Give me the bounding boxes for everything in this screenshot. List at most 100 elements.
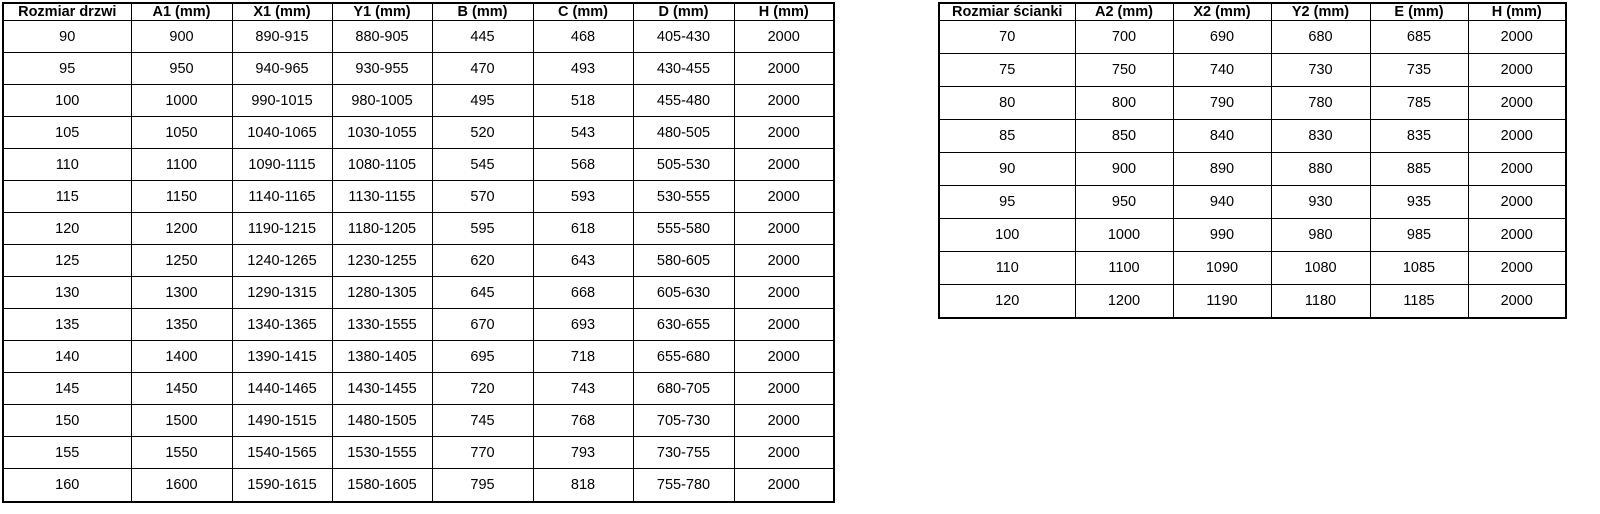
table-cell: 940	[1172, 184, 1272, 219]
table-cell: 750	[1074, 52, 1174, 87]
table-cell: 1085	[1369, 250, 1469, 285]
table-cell: 985	[1369, 217, 1469, 252]
table-cell: 980-1005	[331, 84, 433, 118]
table-cell: 2000	[733, 340, 835, 374]
table-cell: 670	[431, 308, 534, 342]
table-cell: 1190	[1172, 283, 1272, 319]
table-cell: 90	[938, 151, 1076, 186]
table-cell: 95	[938, 184, 1076, 219]
table-cell: 1380-1405	[331, 340, 433, 374]
table-cell: 580-605	[632, 244, 735, 278]
table-cell: 518	[532, 84, 634, 118]
table-cell: 595	[431, 212, 534, 246]
table-cell: 480-505	[632, 116, 735, 150]
table-cell: 160	[2, 468, 132, 503]
table-cell: 730	[1270, 52, 1371, 87]
table-cell: 2000	[1467, 118, 1567, 153]
table-cell: 1190-1215	[231, 212, 333, 246]
table-cell: 2000	[1467, 151, 1567, 186]
table-cell: 2000	[733, 436, 835, 470]
table-cell: 140	[2, 340, 132, 374]
table-cell: 430-455	[632, 52, 735, 86]
table-cell: 1000	[1074, 217, 1174, 252]
table-cell: 1390-1415	[231, 340, 333, 374]
table-cell: 1230-1255	[331, 244, 433, 278]
table-cell: 100	[938, 217, 1076, 252]
table-cell: 785	[1369, 85, 1469, 120]
header-row: Rozmiar drzwi A1 (mm) X1 (mm) Y1 (mm) B (mm)…	[2, 2, 835, 21]
table-cell: 520	[431, 116, 534, 150]
table-cell: 468	[532, 19, 634, 54]
table-cell: 990-1015	[231, 84, 333, 118]
table-row: 155 1550 1540-1565 1530-1555 770 793 730-755 20…	[2, 436, 835, 470]
table-cell: 1400	[130, 340, 233, 374]
table-cell: 818	[532, 468, 634, 503]
table-row: 90 900 890 880 885 2000	[938, 151, 1567, 186]
table-cell: 1250	[130, 244, 233, 278]
table-cell: 505-530	[632, 148, 735, 182]
table-cell: 1490-1515	[231, 404, 333, 438]
table-cell: 2000	[1467, 283, 1567, 319]
table-cell: 470	[431, 52, 534, 86]
table-cell: 80	[938, 85, 1076, 120]
table-cell: 1100	[130, 148, 233, 182]
table-cell: 940-965	[231, 52, 333, 86]
table-cell: 115	[2, 180, 132, 214]
table-cell: 1130-1155	[331, 180, 433, 214]
header-row: Rozmiar ścianki A2 (mm) X2 (mm) Y2 (mm) E (m…	[938, 2, 1567, 21]
table-row: 75 750 740 730 735 2000	[938, 52, 1567, 87]
table-row: 100 1000 990-1015 980-1005 495 518 455-480 2000	[2, 84, 835, 118]
table-cell: 1090-1115	[231, 148, 333, 182]
table-cell: 495	[431, 84, 534, 118]
table-row: 110 1100 1090-1115 1080-1105 545 568 505-530 20…	[2, 148, 835, 182]
table-row: 115 1150 1140-1165 1130-1155 570 593 530-555 20…	[2, 180, 835, 214]
table-cell: 2000	[1467, 184, 1567, 219]
table-cell: 1180-1205	[331, 212, 433, 246]
table-cell: 840	[1172, 118, 1272, 153]
table-cell: 1280-1305	[331, 276, 433, 310]
table-cell: 930	[1270, 184, 1371, 219]
column-header: A2 (mm)	[1074, 2, 1174, 21]
table-cell: 700	[1074, 20, 1174, 54]
table-cell: 555-580	[632, 212, 735, 246]
table-row: 70 700 690 680 685 2000	[938, 20, 1567, 54]
table-row: 95 950 940 930 935 2000	[938, 184, 1567, 219]
table-cell: 110	[2, 148, 132, 182]
table-cell: 835	[1369, 118, 1469, 153]
column-header: B (mm)	[431, 2, 534, 21]
table-cell: 1080	[1270, 250, 1371, 285]
table-cell: 793	[532, 436, 634, 470]
table-cell: 1240-1265	[231, 244, 333, 278]
column-header: H (mm)	[733, 2, 835, 21]
table-cell: 2000	[1467, 52, 1567, 87]
table-cell: 2000	[733, 404, 835, 438]
column-header: H (mm)	[1467, 2, 1567, 21]
table-cell: 2000	[733, 308, 835, 342]
table-cell: 880	[1270, 151, 1371, 186]
column-header: Y2 (mm)	[1270, 2, 1371, 21]
wall-table-header: Rozmiar ścianki A2 (mm) X2 (mm) Y2 (mm) E (m…	[938, 2, 1567, 21]
table-cell: 530-555	[632, 180, 735, 214]
table-cell: 1430-1455	[331, 372, 433, 406]
table-cell: 668	[532, 276, 634, 310]
table-cell: 1480-1505	[331, 404, 433, 438]
column-header: Rozmiar ścianki	[938, 2, 1076, 21]
table-cell: 2000	[1467, 20, 1567, 54]
table-cell: 2000	[733, 372, 835, 406]
wall-table-body: 70 700 690 680 685 2000 75 750 740 730 735 2000 80 80…	[938, 20, 1567, 319]
table-cell: 1530-1555	[331, 436, 433, 470]
table-row: 85 850 840 830 835 2000	[938, 118, 1567, 153]
table-cell: 1100	[1074, 250, 1174, 285]
table-cell: 930-955	[331, 52, 433, 86]
table-row: 120 1200 1190 1180 1185 2000	[938, 283, 1567, 319]
table-cell: 693	[532, 308, 634, 342]
column-header: Rozmiar drzwi	[2, 2, 132, 21]
table-cell: 695	[431, 340, 534, 374]
table-cell: 2000	[733, 180, 835, 214]
table-cell: 770	[431, 436, 534, 470]
table-cell: 980	[1270, 217, 1371, 252]
table-cell: 643	[532, 244, 634, 278]
table-cell: 900	[1074, 151, 1174, 186]
table-cell: 990	[1172, 217, 1272, 252]
table-cell: 680	[1270, 20, 1371, 54]
